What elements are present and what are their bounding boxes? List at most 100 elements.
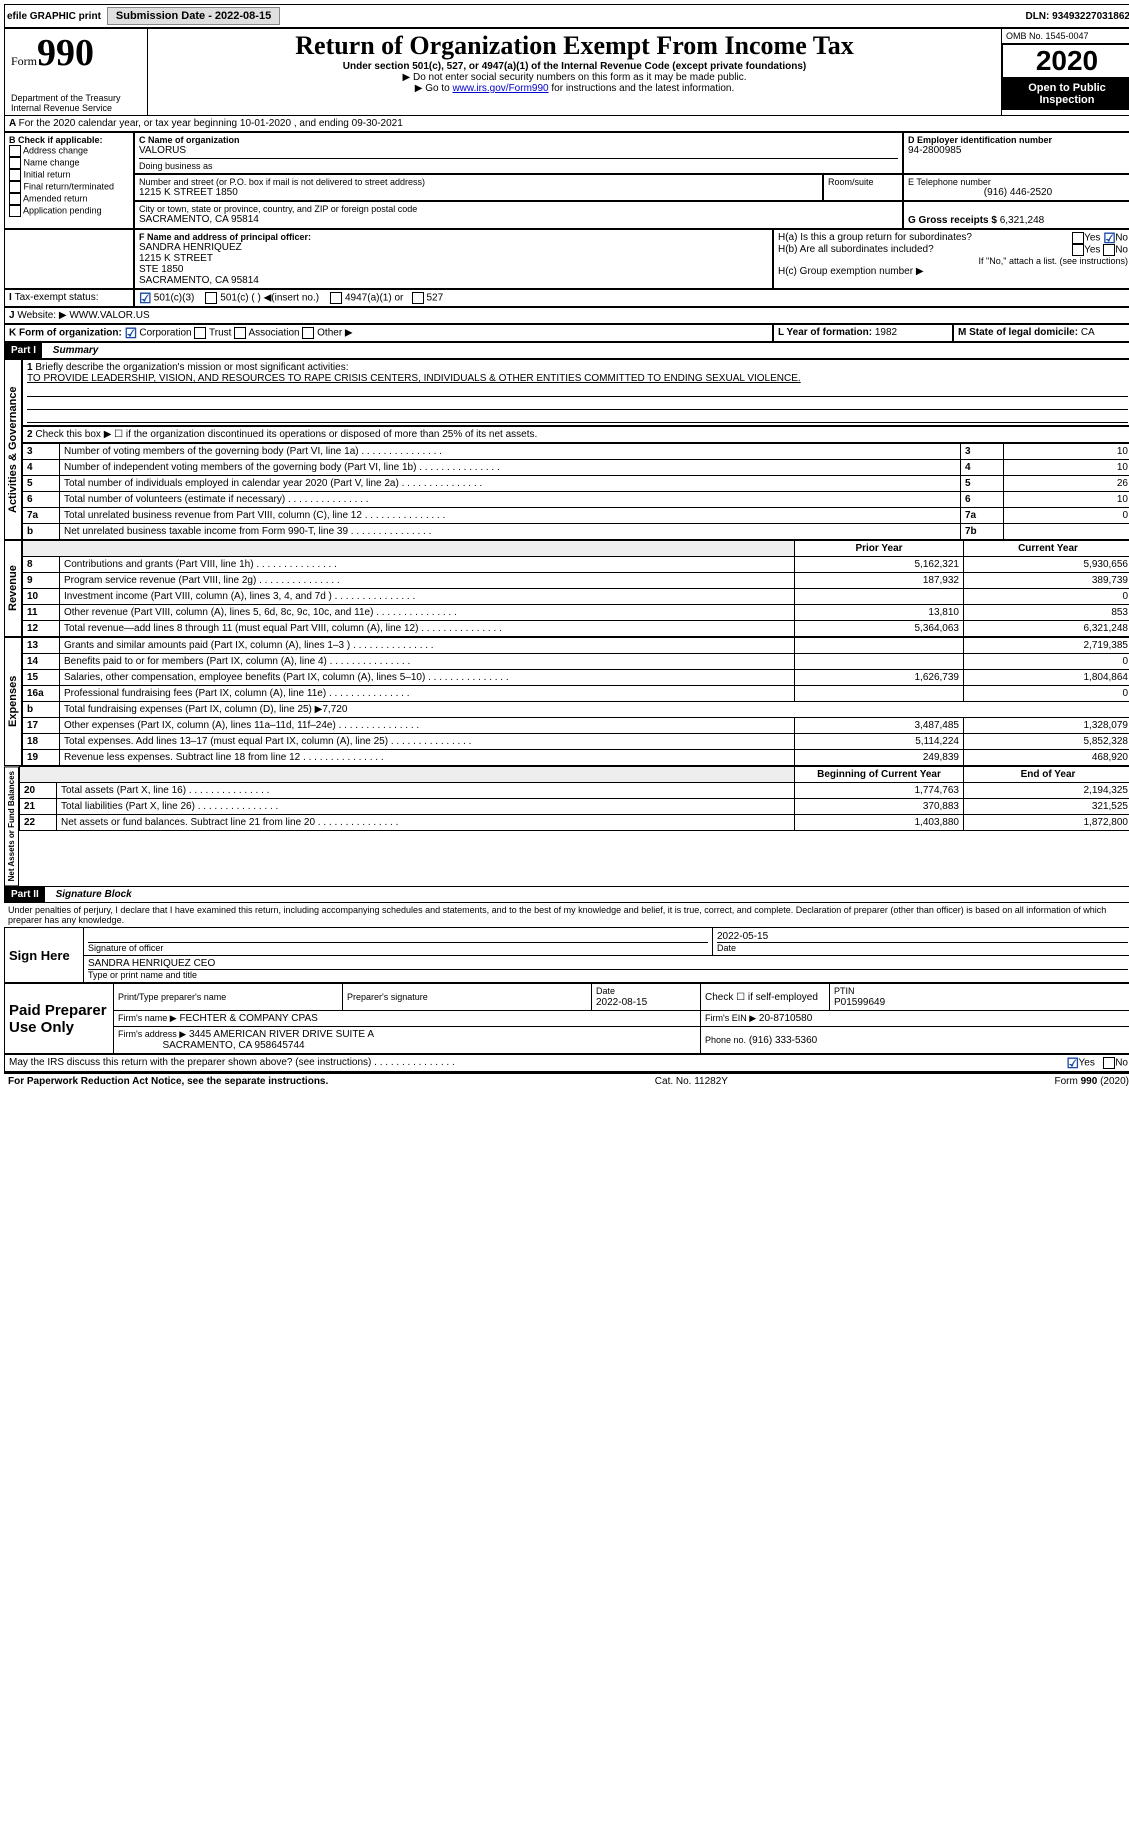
firm-ein: 20-8710580	[759, 1013, 812, 1024]
vlabel-net: Net Assets or Fund Balances	[4, 766, 19, 886]
vlabel-exp: Expenses	[4, 637, 22, 766]
b-amended[interactable]: Amended return	[23, 193, 88, 203]
dln-label: DLN: 93493227031862	[1025, 11, 1129, 22]
discuss-no[interactable]: No	[1115, 1058, 1128, 1069]
b-final-return[interactable]: Final return/terminated	[24, 181, 115, 191]
i-527[interactable]: 527	[426, 293, 443, 304]
state-domicile: CA	[1081, 327, 1095, 338]
paid-preparer-label: Paid Preparer Use Only	[5, 984, 114, 1054]
q1: Briefly describe the organization's miss…	[35, 362, 348, 373]
k-label: K Form of organization:	[9, 328, 122, 339]
b-app-pending[interactable]: Application pending	[23, 205, 102, 215]
officer-name-title: SANDRA HENRIQUEZ CEO	[88, 958, 1128, 969]
form-title: Return of Organization Exempt From Incom…	[154, 31, 995, 61]
vlabel-ag: Activities & Governance	[4, 359, 22, 540]
prep-sig-label: Preparer's signature	[347, 992, 587, 1002]
city-state-zip: SACRAMENTO, CA 95814	[139, 214, 898, 225]
omb-label: OMB No. 1545-0047	[1002, 29, 1129, 44]
open-to-public: Open to Public Inspection	[1002, 78, 1129, 110]
firm-phone: (916) 333-5360	[749, 1035, 817, 1046]
k-corp[interactable]: Corporation	[139, 328, 191, 339]
ha-no[interactable]: No	[1115, 233, 1128, 244]
j-label: Website: ▶	[17, 310, 66, 321]
gross-receipts: 6,321,248	[1000, 215, 1045, 226]
footer-form: Form 990 (2020)	[1055, 1076, 1129, 1087]
vlabel-rev: Revenue	[4, 540, 22, 637]
officer-addr2: STE 1850	[139, 264, 768, 275]
b-initial-return[interactable]: Initial return	[24, 169, 71, 179]
firm-phone-label: Phone no.	[705, 1035, 746, 1045]
footer-pra: For Paperwork Reduction Act Notice, see …	[8, 1076, 328, 1087]
section-h: H(a) Is this a group return for subordin…	[773, 229, 1129, 289]
part1-hdr: Part I	[5, 343, 42, 358]
q2: Check this box ▶ ☐ if the organization d…	[35, 429, 537, 440]
mission-text: TO PROVIDE LEADERSHIP, VISION, AND RESOU…	[27, 373, 1128, 384]
ha-yes[interactable]: Yes	[1084, 233, 1100, 244]
tax-year: 2020	[1002, 44, 1129, 78]
hb-no[interactable]: No	[1115, 245, 1128, 256]
netassets-table: Beginning of Current YearEnd of Year20To…	[19, 766, 1129, 831]
efile-label: efile GRAPHIC print	[7, 11, 101, 22]
section-b: B Check if applicable: Address change Na…	[4, 132, 134, 229]
b-address-change[interactable]: Address change	[23, 145, 88, 155]
dba-label: Doing business as	[139, 161, 898, 171]
self-employed[interactable]: Check ☐ if self-employed	[701, 984, 830, 1011]
part2-title: Signature Block	[48, 889, 132, 900]
hc-label: H(c) Group exemption number ▶	[778, 266, 1128, 277]
line-a: A For the 2020 calendar year, or tax yea…	[4, 116, 1129, 132]
form-header: Form990 Department of the Treasury Inter…	[4, 28, 1129, 116]
revenue-table: Prior YearCurrent Year8Contributions and…	[22, 540, 1129, 637]
k-trust[interactable]: Trust	[209, 328, 231, 339]
irs-label: Internal Revenue Service	[11, 103, 141, 113]
i-501c[interactable]: 501(c) ( ) ◀(insert no.)	[220, 293, 319, 304]
e-label: E Telephone number	[908, 177, 1128, 187]
submission-date-button[interactable]: Submission Date - 2022-08-15	[107, 7, 280, 25]
hb-yes[interactable]: Yes	[1084, 245, 1100, 256]
street-address: 1215 K STREET 1850	[139, 187, 818, 198]
k-other[interactable]: Other ▶	[317, 328, 352, 339]
ha-label: H(a) Is this a group return for subordin…	[778, 232, 972, 244]
i-4947[interactable]: 4947(a)(1) or	[345, 293, 403, 304]
k-assoc[interactable]: Association	[248, 328, 299, 339]
b-label: B Check if applicable:	[9, 135, 129, 145]
m-label: M State of legal domicile:	[958, 327, 1078, 338]
i-501c3[interactable]: 501(c)(3)	[154, 293, 195, 304]
sig-officer-label: Signature of officer	[88, 943, 708, 953]
i-label: Tax-exempt status:	[15, 292, 99, 303]
type-name-label: Type or print name and title	[88, 970, 1128, 980]
year-formation: 1982	[875, 327, 897, 338]
b-name-change[interactable]: Name change	[24, 157, 80, 167]
officer-addr3: SACRAMENTO, CA 95814	[139, 275, 768, 286]
topbar: efile GRAPHIC print Submission Date - 20…	[4, 4, 1129, 28]
firm-name-label: Firm's name ▶	[118, 1013, 177, 1023]
form-word: Form	[11, 54, 37, 68]
firm-name: FECHTER & COMPANY CPAS	[179, 1013, 317, 1024]
firm-addr2: SACRAMENTO, CA 958645744	[162, 1040, 304, 1051]
instr2-pre: ▶ Go to	[415, 83, 453, 94]
instr2-post: for instructions and the latest informat…	[549, 83, 735, 94]
discuss-label: May the IRS discuss this return with the…	[9, 1057, 371, 1068]
prep-date-label: Date	[596, 986, 615, 996]
instr-link-line: ▶ Go to www.irs.gov/Form990 for instruct…	[154, 83, 995, 94]
firm-addr1: 3445 AMERICAN RIVER DRIVE SUITE A	[189, 1029, 374, 1040]
ptin: P01599649	[834, 997, 885, 1008]
officer-name: SANDRA HENRIQUEZ	[139, 242, 768, 253]
g-label: G Gross receipts $	[908, 215, 997, 226]
irs-link[interactable]: www.irs.gov/Form990	[452, 83, 548, 94]
form-number: 990	[37, 32, 94, 74]
sig-date: 2022-05-15	[717, 931, 1128, 942]
c-name-label: C Name of organization	[139, 135, 898, 145]
discuss-yes[interactable]: Yes	[1079, 1058, 1095, 1069]
dept-label: Department of the Treasury	[11, 93, 141, 103]
officer-addr1: 1215 K STREET	[139, 253, 768, 264]
d-label: D Employer identification number	[908, 135, 1128, 145]
expenses-table: 13Grants and similar amounts paid (Part …	[22, 637, 1129, 766]
perjury-text: Under penalties of perjury, I declare th…	[4, 903, 1129, 927]
sign-here-block: Sign Here Signature of officer 2022-05-1…	[4, 927, 1129, 983]
prep-name-label: Print/Type preparer's name	[118, 992, 338, 1002]
form-subtitle: Under section 501(c), 527, or 4947(a)(1)…	[154, 61, 995, 72]
section-f: F Name and address of principal officer:…	[134, 229, 773, 289]
ein: 94-2800985	[908, 145, 1128, 156]
hb-note: If "No," attach a list. (see instruction…	[778, 256, 1128, 266]
sig-date-label: Date	[717, 943, 1128, 953]
